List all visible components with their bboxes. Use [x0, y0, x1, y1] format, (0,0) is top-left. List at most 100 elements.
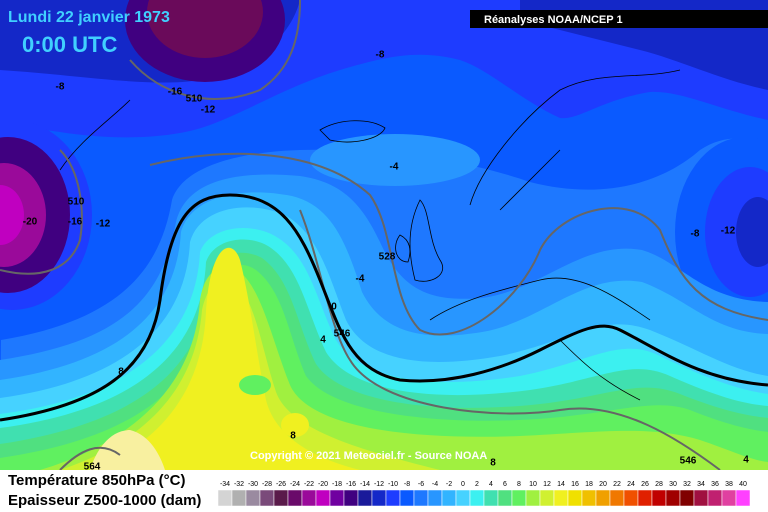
scale-swatch	[329, 489, 345, 507]
scale-swatch	[245, 489, 261, 507]
scale-label: -32	[234, 481, 244, 488]
scale-swatch	[553, 489, 569, 507]
scale-label: -26	[276, 481, 286, 488]
scale-swatch	[595, 489, 611, 507]
scale-swatch	[483, 489, 499, 507]
map-title: Lundi 22 janvier 1973	[8, 9, 170, 26]
scale-swatch	[497, 489, 513, 507]
scale-swatch	[427, 489, 443, 507]
scale-label: -28	[262, 481, 272, 488]
scale-label: 16	[571, 481, 579, 488]
scale-label: 38	[725, 481, 733, 488]
scale-swatch	[315, 489, 331, 507]
scale-label: -16	[346, 481, 356, 488]
scale-label: 20	[599, 481, 607, 488]
source-box	[470, 10, 768, 28]
contour-label: 564	[84, 462, 101, 473]
scale-swatch	[385, 489, 401, 507]
contour-label: 8	[290, 431, 296, 442]
contour-label: 8	[118, 367, 124, 378]
scale-swatch	[581, 489, 597, 507]
scale-label: 8	[517, 481, 521, 488]
scale-label: -18	[332, 481, 342, 488]
scale-swatch	[273, 489, 289, 507]
scale-swatch	[455, 489, 471, 507]
scale-swatch	[259, 489, 275, 507]
scale-swatch	[721, 489, 737, 507]
scale-swatch	[567, 489, 583, 507]
scale-label: -10	[388, 481, 398, 488]
contour-label: 546	[680, 456, 697, 467]
scale-label: -14	[360, 481, 370, 488]
scale-label: -4	[432, 481, 438, 488]
scale-swatch	[357, 489, 373, 507]
scale-swatch	[217, 489, 233, 507]
scale-label: -30	[248, 481, 258, 488]
scale-label: 32	[683, 481, 691, 488]
scale-label: -6	[418, 481, 424, 488]
scale-swatch	[693, 489, 709, 507]
scale-swatch	[609, 489, 625, 507]
scale-swatch	[301, 489, 317, 507]
contour-label: -12	[721, 226, 736, 237]
scale-label: 24	[627, 481, 635, 488]
scale-label: 2	[475, 481, 479, 488]
scale-label: 26	[641, 481, 649, 488]
scale-swatch	[707, 489, 723, 507]
scale-swatch	[679, 489, 695, 507]
contour-label: 8	[490, 458, 496, 469]
coastlines	[59, 69, 681, 401]
scale-swatch	[469, 489, 485, 507]
contour-label: 546	[334, 329, 351, 340]
temperature-label: Température 850hPa (°C)	[8, 472, 185, 489]
contour-label: 4	[743, 455, 749, 466]
scale-swatch	[511, 489, 527, 507]
scale-label: 28	[655, 481, 663, 488]
scale-label: 34	[697, 481, 705, 488]
scale-swatch	[623, 489, 639, 507]
contour-label: -20	[23, 217, 38, 228]
scale-label: -12	[374, 481, 384, 488]
zero-isotherm	[0, 193, 768, 422]
scale-swatch	[651, 489, 667, 507]
scale-label: -24	[290, 481, 300, 488]
scale-label: -22	[304, 481, 314, 488]
scale-swatch	[231, 489, 247, 507]
scale-label: 14	[557, 481, 565, 488]
copyright: Copyright © 2021 Meteociel.fr - Source N…	[250, 450, 487, 462]
scale-swatch	[665, 489, 681, 507]
contour-label: 0	[331, 302, 337, 313]
map-time: 0:00 UTC	[22, 32, 117, 57]
scale-label: 40	[739, 481, 747, 488]
contour-label: -16	[68, 217, 83, 228]
contour-label: -4	[390, 162, 399, 173]
contour-label: -8	[56, 82, 65, 93]
scale-swatch	[371, 489, 387, 507]
scale-swatch	[441, 489, 457, 507]
scale-label: 12	[543, 481, 551, 488]
contour-label: -16	[168, 87, 183, 98]
scale-label: 10	[529, 481, 537, 488]
source-label: Réanalyses NOAA/NCEP 1	[484, 14, 623, 26]
scale-label: 22	[613, 481, 621, 488]
contour-label: -8	[376, 50, 385, 61]
contour-label: -12	[96, 219, 111, 230]
color-scale: -34 -32 -30 -28 -26 -24 -22 -20 -18 -16 -14 -12 -10-…	[217, 481, 751, 507]
scale-swatch	[413, 489, 429, 507]
contour-label: 510	[68, 197, 85, 208]
scale-label: 0	[461, 481, 465, 488]
scale-label: 18	[585, 481, 593, 488]
contour-label: -12	[201, 105, 216, 116]
contour-label: 528	[379, 252, 396, 263]
scale-label: 4	[489, 481, 493, 488]
scale-label: 30	[669, 481, 677, 488]
contour-label: -4	[356, 274, 365, 285]
scale-label: 36	[711, 481, 719, 488]
scale-label: -34	[220, 481, 230, 488]
contour-label: 510	[186, 94, 203, 105]
scale-swatch	[735, 489, 751, 507]
scale-swatch	[525, 489, 541, 507]
scale-swatch	[287, 489, 303, 507]
scale-swatch	[637, 489, 653, 507]
